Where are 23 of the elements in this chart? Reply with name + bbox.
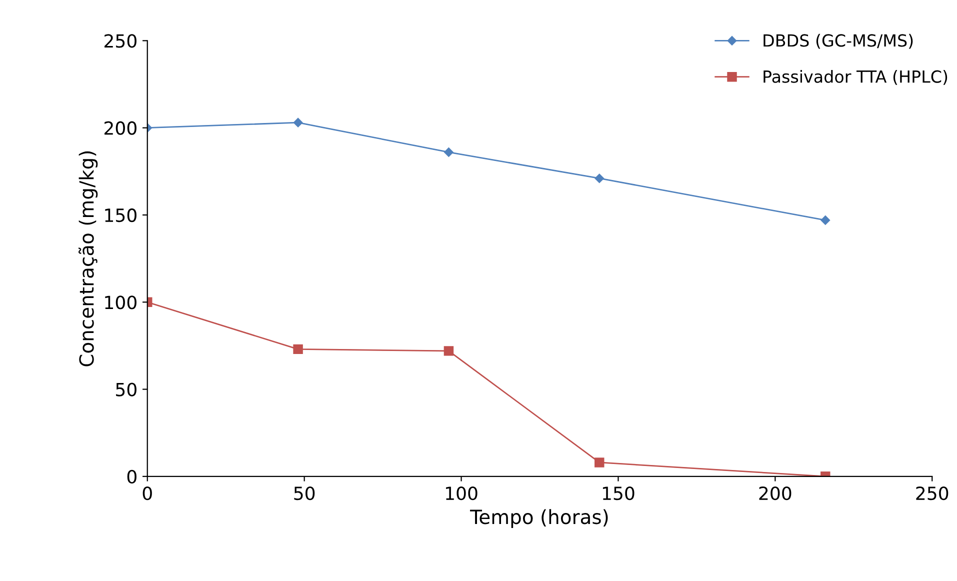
y-tick-label: 0 [127, 470, 136, 484]
y-tick-label: 100 [105, 296, 136, 310]
x-axis-title: Tempo (horas) [470, 509, 608, 528]
legend-label: Passivador TTA (HPLC) [764, 70, 948, 85]
point [293, 344, 303, 354]
point [444, 346, 454, 356]
point [444, 148, 454, 157]
x-tick-label: 150 [602, 486, 634, 500]
x-tick-label: 250 [916, 486, 948, 500]
y-tick-label: 50 [116, 382, 136, 396]
y-axis-title: Concentração (mg/kg) [78, 151, 98, 366]
x-tick-label: 200 [759, 486, 792, 500]
y-tick-label: 200 [104, 121, 136, 135]
y-tick-label: 150 [105, 208, 136, 222]
point [820, 216, 830, 225]
x-tick-label: 100 [446, 486, 478, 500]
x-tick-label: 50 [294, 486, 315, 500]
legend-label: DBDS (GC-MS/MS) [764, 34, 913, 49]
point [293, 118, 303, 128]
x-tick-label: 0 [142, 486, 152, 500]
point [594, 458, 604, 468]
point [594, 174, 604, 183]
y-tick-label: 250 [104, 34, 136, 48]
